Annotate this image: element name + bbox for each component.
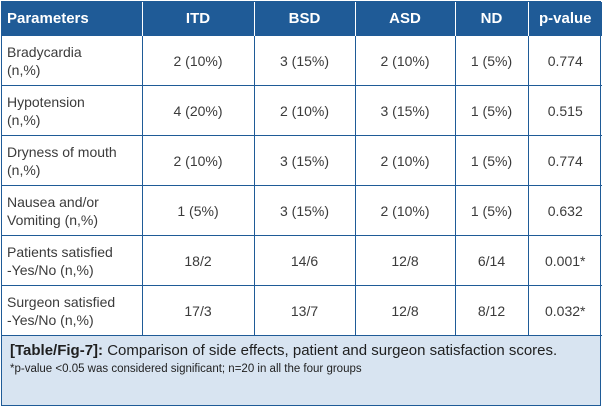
- cell-p-value: 0.515: [527, 85, 602, 136]
- cell-itd: 2 (10%): [141, 35, 255, 86]
- caption-footnote: *p-value <0.05 was considered significan…: [10, 363, 362, 375]
- header-nd: ND: [455, 2, 529, 36]
- cell-nd: 1 (5%): [454, 185, 529, 236]
- header-parameters: Parameters: [2, 2, 143, 36]
- cell-bsd: 3 (15%): [253, 185, 356, 236]
- parameter-unit: Vomiting (n,%): [7, 211, 99, 228]
- row-parameter-cell: Dryness of mouth (n,%): [2, 135, 143, 186]
- parameter-name: Patients satisfied: [7, 243, 113, 260]
- cell-p-value: 0.774: [527, 35, 602, 86]
- header-asd: ASD: [355, 2, 456, 36]
- cell-bsd: 3 (15%): [253, 35, 356, 86]
- parameter-name: Bradycardia: [7, 43, 82, 60]
- table-row: Nausea and/or Vomiting (n,%) 1 (5%) 3 (1…: [2, 185, 602, 236]
- cell-itd: 4 (20%): [141, 85, 255, 136]
- row-parameter-cell: Nausea and/or Vomiting (n,%): [2, 185, 143, 236]
- cell-p-value: 0.001*: [527, 235, 602, 286]
- cell-itd: 17/3: [141, 285, 255, 336]
- cell-asd: 3 (15%): [354, 85, 456, 136]
- parameter-unit: -Yes/No (n,%): [7, 261, 94, 278]
- caption-tag: [Table/Fig-7]:: [10, 342, 104, 359]
- parameter-unit: (n,%): [7, 161, 41, 178]
- cell-nd: 8/12: [454, 285, 529, 336]
- parameter-name: Hypotension: [7, 93, 85, 110]
- caption-text: [Table/Fig-7]: Comparison of side effect…: [10, 342, 592, 360]
- header-p-value: p-value: [528, 2, 602, 36]
- caption-description: Comparison of side effects, patient and …: [103, 342, 558, 359]
- parameter-unit: -Yes/No (n,%): [7, 311, 94, 328]
- row-parameter-cell: Patients satisfied -Yes/No (n,%): [2, 235, 143, 286]
- cell-itd: 2 (10%): [141, 135, 255, 186]
- parameter-unit: (n,%): [7, 111, 41, 128]
- parameter-name: Nausea and/or: [7, 193, 99, 210]
- cell-nd: 1 (5%): [454, 85, 529, 136]
- table-row: Surgeon satisfied -Yes/No (n,%) 17/3 13/…: [2, 285, 602, 336]
- table-row: Hypotension (n,%) 4 (20%) 2 (10%) 3 (15%…: [2, 85, 602, 136]
- table-row: Dryness of mouth (n,%) 2 (10%) 3 (15%) 2…: [2, 135, 602, 186]
- figure-caption: [Table/Fig-7]: Comparison of side effect…: [2, 336, 600, 405]
- data-table: Parameters ITD BSD ASD ND p-value Bradyc…: [2, 2, 602, 336]
- cell-nd: 6/14: [454, 235, 529, 286]
- cell-asd: 2 (10%): [354, 35, 456, 86]
- cell-asd: 2 (10%): [354, 185, 456, 236]
- cell-bsd: 2 (10%): [253, 85, 356, 136]
- row-parameter-cell: Surgeon satisfied -Yes/No (n,%): [2, 285, 143, 336]
- cell-asd: 12/8: [354, 235, 456, 286]
- row-parameter-cell: Hypotension (n,%): [2, 85, 143, 136]
- cell-nd: 1 (5%): [454, 35, 529, 86]
- table-row: Patients satisfied -Yes/No (n,%) 18/2 14…: [2, 235, 602, 286]
- header-row: Parameters ITD BSD ASD ND p-value: [2, 2, 602, 36]
- cell-p-value: 0.774: [527, 135, 602, 186]
- cell-asd: 12/8: [354, 285, 456, 336]
- cell-p-value: 0.632: [527, 185, 602, 236]
- cell-itd: 1 (5%): [141, 185, 255, 236]
- cell-bsd: 13/7: [253, 285, 356, 336]
- cell-itd: 18/2: [141, 235, 255, 286]
- cell-bsd: 14/6: [253, 235, 356, 286]
- header-bsd: BSD: [254, 2, 356, 36]
- cell-asd: 2 (10%): [354, 135, 456, 186]
- parameter-unit: (n,%): [7, 61, 41, 78]
- row-parameter-cell: Bradycardia (n,%): [2, 35, 143, 86]
- header-itd: ITD: [142, 2, 255, 36]
- parameter-name: Dryness of mouth: [7, 143, 117, 160]
- cell-p-value: 0.032*: [527, 285, 602, 336]
- cell-nd: 1 (5%): [454, 135, 529, 186]
- cell-bsd: 3 (15%): [253, 135, 356, 186]
- table-row: Bradycardia (n,%) 2 (10%) 3 (15%) 2 (10%…: [2, 35, 602, 86]
- parameter-name: Surgeon satisfied: [7, 293, 116, 310]
